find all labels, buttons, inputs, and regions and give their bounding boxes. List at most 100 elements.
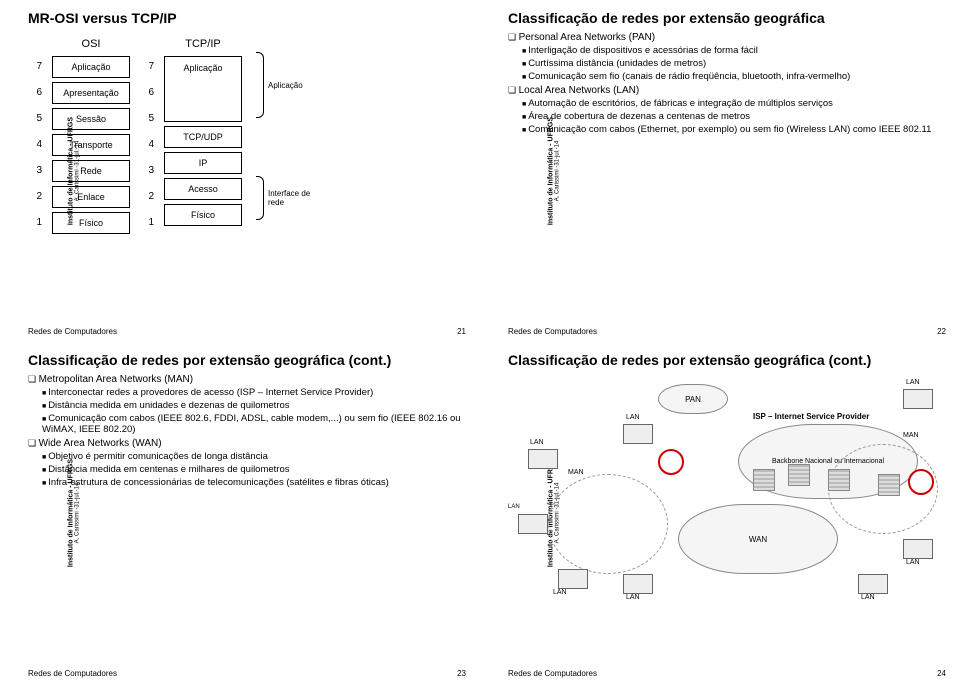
network-topology-diagram: WAN Backbone Nacional ou Internacional I… [508, 374, 938, 614]
man-heading: Metropolitan Area Networks (MAN) [39, 374, 194, 385]
lan-node-icon [558, 569, 588, 589]
brace-label: Aplicação [268, 81, 303, 90]
lan-label: LAN [906, 379, 920, 386]
slide-title: Classificação de redes por extensão geog… [508, 352, 946, 368]
brace-top: Aplicação [256, 52, 318, 118]
list-item: Interconectar redes a provedores de aces… [42, 387, 466, 398]
wan-cloud: WAN [678, 504, 838, 574]
pan-heading: Personal Area Networks (PAN) [519, 32, 656, 43]
osi-col: OSI Aplicação Apresentação Sessão Transp… [52, 38, 130, 234]
layer-num: 4 [28, 134, 42, 156]
layer-num: 7 [28, 56, 42, 78]
osi-layer: Aplicação [52, 56, 130, 78]
building-icon [828, 469, 850, 491]
man-label: MAN [903, 432, 919, 439]
brace-bot: Interface de rede [256, 176, 318, 220]
pan-cloud: PAN [658, 384, 728, 414]
wan-label: WAN [749, 535, 767, 544]
tcp-number-col: 7 6 5 4 3 2 1 [140, 38, 154, 234]
list-item: Comunicação com cabos (IEEE 802.6, FDDI,… [42, 413, 466, 435]
lan-node-icon [623, 574, 653, 594]
layer-num: 5 [140, 108, 154, 130]
slide-title: Classificação de redes por extensão geog… [508, 10, 946, 26]
slide-classification-diagram: Instituto de Informática - UFRGS A. Cari… [480, 342, 960, 684]
layer-num: 3 [140, 160, 154, 182]
lan-heading: Local Area Networks (LAN) [519, 85, 640, 96]
slide-classification-1: Instituto de Informática - UFRGS A. Cari… [480, 0, 960, 342]
lan-label: LAN [626, 414, 640, 421]
lan-node-icon [518, 514, 548, 534]
bullet-list: Personal Area Networks (PAN) Interligaçã… [508, 32, 946, 135]
list-item: Distância medida em centenas e milhares … [42, 464, 466, 475]
list-item: Área de cobertura de dezenas a centenas … [522, 111, 946, 122]
footer-left: Redes de Computadores [28, 669, 117, 678]
layer-num: 2 [140, 186, 154, 208]
slide-footer: Redes de Computadores 21 [28, 327, 466, 336]
layer-num: 4 [140, 134, 154, 156]
lan-label: LAN [626, 594, 640, 601]
layer-num: 2 [28, 186, 42, 208]
list-item: Comunicação com cabos (Ethernet, por exe… [522, 124, 946, 135]
osi-layer: Apresentação [52, 82, 130, 104]
osi-head: OSI [82, 38, 101, 50]
slide-title: Classificação de redes por extensão geog… [28, 352, 466, 368]
tcp-head: TCP/IP [185, 38, 220, 50]
slide-mrosi-tcpip: Instituto de Informática - UFRGS A. Cari… [0, 0, 480, 342]
page-number: 24 [937, 669, 946, 678]
slide-classification-2: Instituto de Informática - UFRGS A. Cari… [0, 342, 480, 684]
layer-num: 3 [28, 160, 42, 182]
list-item: Interligação de dispositivos e acessória… [522, 45, 946, 56]
tcp-layer: Acesso [164, 178, 242, 200]
tcp-layer: TCP/UDP [164, 126, 242, 148]
building-icon [788, 464, 810, 486]
tcp-layer-empty [164, 78, 242, 100]
page-number: 23 [457, 669, 466, 678]
list-item: Comunicação sem fio (canais de rádio fre… [522, 71, 946, 82]
slide-title: MR-OSI versus TCP/IP [28, 10, 466, 26]
lan-label: LAN [508, 504, 520, 510]
brace-label: Interface de rede [268, 189, 318, 207]
osi-layer: Enlace [52, 186, 130, 208]
bullet-list: Metropolitan Area Networks (MAN) Interco… [28, 374, 466, 488]
man-ring [548, 474, 668, 574]
pan-label: PAN [685, 395, 701, 404]
brace-col: Aplicação Interface de rede [252, 38, 318, 234]
lan-node-icon [903, 389, 933, 409]
layer-num: 1 [28, 212, 42, 234]
footer-left: Redes de Computadores [508, 327, 597, 336]
lan-label: LAN [906, 559, 920, 566]
highlight-circle-icon [908, 469, 934, 495]
slide-footer: Redes de Computadores 24 [508, 669, 946, 678]
page-number: 22 [937, 327, 946, 336]
tcp-layer-empty [164, 100, 242, 122]
footer-left: Redes de Computadores [508, 669, 597, 678]
tcp-col: TCP/IP Aplicação TCP/UDP IP Acesso Físic… [164, 38, 242, 234]
vertical-institute-label: Instituto de Informática - UFRGS A. Cari… [68, 101, 81, 241]
slide-footer: Redes de Computadores 23 [28, 669, 466, 678]
vlabel-main: Instituto de Informática - UFRGS [68, 117, 75, 225]
page-number: 21 [457, 327, 466, 336]
isp-label: ISP – Internet Service Provider [753, 412, 869, 421]
building-icon [878, 474, 900, 496]
vlabel-main: Instituto de Informática - UFRGS [68, 459, 75, 567]
lan-node-icon [623, 424, 653, 444]
lan-node-icon [858, 574, 888, 594]
highlight-circle-icon [658, 449, 684, 475]
vlabel-sub: A. Carissimi -31-jul.-14 [75, 101, 81, 241]
layer-num: 5 [28, 108, 42, 130]
osi-layer: Transporte [52, 134, 130, 156]
lan-label: LAN [553, 589, 567, 596]
osi-layer: Rede [52, 160, 130, 182]
tcp-layer: Físico [164, 204, 242, 226]
list-item: Curtíssima distância (unidades de metros… [522, 58, 946, 69]
lan-label: LAN [530, 439, 544, 446]
osi-layer: Sessão [52, 108, 130, 130]
tcp-layer: Aplicação [164, 56, 242, 78]
list-item: Distância medida em unidades e dezenas d… [42, 400, 466, 411]
lan-node-icon [528, 449, 558, 469]
layer-num: 1 [140, 212, 154, 234]
wan-heading: Wide Area Networks (WAN) [39, 438, 162, 449]
osi-tcp-comparison: 7 6 5 4 3 2 1 OSI Aplicação Apresentação… [28, 38, 466, 234]
layer-num: 7 [140, 56, 154, 78]
footer-left: Redes de Computadores [28, 327, 117, 336]
